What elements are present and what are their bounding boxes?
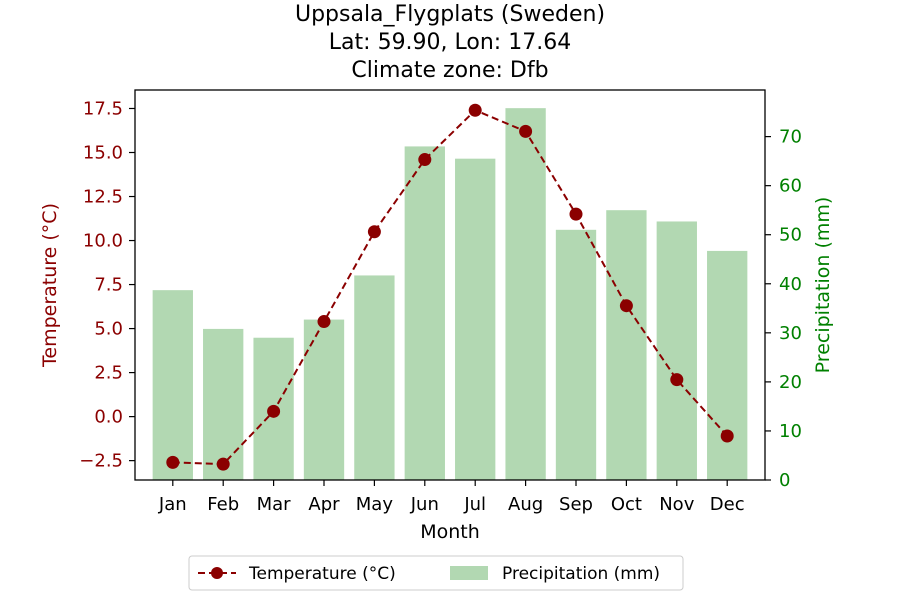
x-tick-label: Jun <box>410 494 439 515</box>
chart-title: Uppsala_Flygplats (Sweden) Lat: 59.90, L… <box>295 2 605 83</box>
x-tick-label: Oct <box>611 494 642 515</box>
left-axis-label: Temperature (°C) <box>39 203 61 368</box>
x-tick-label: Aug <box>508 494 543 515</box>
x-axis-ticks: Jan Feb Mar Apr May Jun Jul Aug Sep Oct Nov Dec <box>158 480 745 515</box>
x-axis-label: Month <box>420 521 480 543</box>
precipitation-bar-jun <box>404 146 445 480</box>
temperature-point-nov <box>670 373 684 387</box>
precipitation-bar-jan <box>152 290 193 480</box>
x-tick-label: Sep <box>559 494 593 515</box>
title-line-climate-zone: Climate zone: Dfb <box>351 58 548 83</box>
x-tick-label: Jul <box>463 494 486 515</box>
x-tick-label: Feb <box>207 494 239 515</box>
left-tick-label: 2.5 <box>94 363 123 384</box>
right-tick-label: 20 <box>779 372 802 393</box>
precipitation-bar-jul <box>455 158 496 480</box>
temperature-point-jul <box>468 103 482 117</box>
precipitation-bar-dec <box>707 250 748 480</box>
legend-precipitation-swatch <box>450 566 488 580</box>
left-axis-ticks: −2.5 0.0 2.5 5.0 7.5 10.0 12.5 15.0 17.5 <box>79 98 135 472</box>
temperature-point-jan <box>166 455 180 469</box>
temperature-point-sep <box>569 207 583 221</box>
left-tick-label: 17.5 <box>83 98 123 119</box>
title-line-coordinates: Lat: 59.90, Lon: 17.64 <box>329 30 571 55</box>
precipitation-bar-may <box>354 275 395 480</box>
temperature-point-feb <box>216 457 230 471</box>
left-tick-label: 5.0 <box>94 319 123 340</box>
temperature-point-aug <box>519 124 533 138</box>
right-tick-label: 50 <box>779 225 802 246</box>
temperature-series-line <box>172 109 728 466</box>
precipitation-bar-sep <box>555 229 597 480</box>
right-tick-label: 60 <box>779 176 802 197</box>
x-tick-label: Mar <box>257 494 292 515</box>
right-tick-label: 40 <box>779 274 802 295</box>
precipitation-bar-apr <box>303 319 345 480</box>
temperature-line <box>166 103 734 471</box>
left-tick-label: 0.0 <box>94 407 123 428</box>
x-tick-label: Nov <box>659 494 694 515</box>
right-axis-ticks: 0 10 20 30 40 50 60 70 <box>765 127 802 491</box>
temperature-point-mar <box>267 404 281 418</box>
right-tick-label: 10 <box>779 421 802 442</box>
precipitation-bar-nov <box>656 221 697 481</box>
right-axis-label: Precipitation (mm) <box>812 197 834 374</box>
legend: Temperature (°C) Precipitation (mm) <box>188 555 684 591</box>
title-line-station: Uppsala_Flygplats (Sweden) <box>295 2 605 27</box>
precipitation-bar-feb <box>203 328 244 480</box>
temperature-point-apr <box>317 315 331 329</box>
right-tick-label: 0 <box>779 470 790 491</box>
right-tick-label: 70 <box>779 127 802 148</box>
legend-box <box>188 555 684 591</box>
x-tick-label: Dec <box>710 494 745 515</box>
left-tick-label: 7.5 <box>94 275 123 296</box>
left-tick-label: 12.5 <box>83 187 123 208</box>
left-tick-label: −2.5 <box>79 451 123 472</box>
x-tick-label: Jan <box>158 494 187 515</box>
temperature-point-may <box>367 225 381 239</box>
legend-temperature-label: Temperature (°C) <box>248 564 396 584</box>
x-tick-label: May <box>356 494 394 515</box>
precipitation-bars <box>152 108 748 481</box>
left-tick-label: 10.0 <box>83 231 123 252</box>
x-tick-label: Apr <box>308 494 340 515</box>
left-tick-label: 15.0 <box>83 143 123 164</box>
right-tick-label: 30 <box>779 323 802 344</box>
temperature-point-oct <box>619 299 633 313</box>
precipitation-bar-oct <box>606 210 647 481</box>
temperature-point-dec <box>720 429 734 443</box>
temperature-point-jun <box>418 153 432 167</box>
legend-precipitation-label: Precipitation (mm) <box>502 564 660 584</box>
precipitation-bar-aug <box>505 108 546 480</box>
legend-temperature-marker <box>211 567 223 579</box>
